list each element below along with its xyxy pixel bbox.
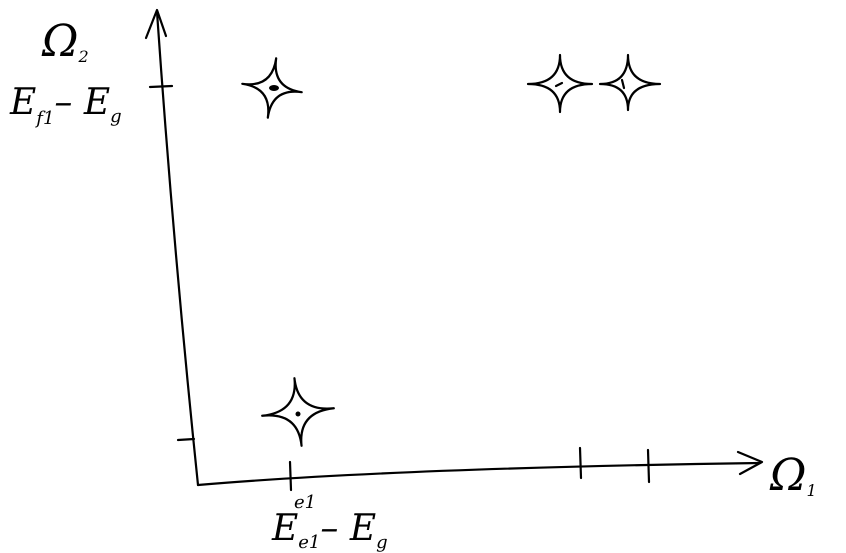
x-axis-label: Ω1 bbox=[769, 450, 817, 501]
peak-shape bbox=[600, 55, 660, 110]
y-tick bbox=[178, 439, 194, 440]
x-tick bbox=[290, 462, 291, 490]
diagram: Ω2 Ω1 Ef1– Eg e1 Ee1– Eg bbox=[0, 0, 846, 553]
y-axis-arrow bbox=[146, 10, 166, 38]
peak-center bbox=[622, 80, 624, 88]
x-tick bbox=[648, 450, 649, 482]
x-tick-label: Ee1– Eg bbox=[271, 508, 388, 553]
y-tick bbox=[150, 86, 172, 87]
y-tick-label: Ef1– Eg bbox=[9, 82, 122, 129]
peak-center bbox=[269, 85, 279, 91]
y-axis-label: Ω2 bbox=[41, 16, 89, 67]
peak-center bbox=[556, 83, 562, 86]
y-axis bbox=[157, 12, 198, 485]
x-axis bbox=[198, 463, 760, 485]
peak-center bbox=[296, 412, 301, 417]
x-tick bbox=[580, 448, 581, 478]
